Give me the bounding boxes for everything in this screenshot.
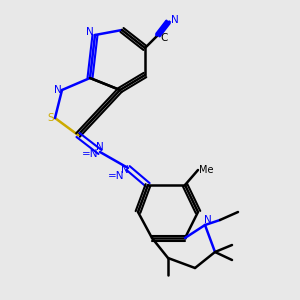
Text: Me: Me [199,165,213,175]
Text: N: N [171,15,179,25]
Text: =N: =N [82,149,98,159]
Text: C: C [160,33,168,43]
Text: N: N [54,85,62,95]
Text: N: N [96,142,104,152]
Text: N: N [121,165,129,175]
Text: N: N [86,27,94,37]
Text: S: S [48,113,54,123]
Text: N: N [204,215,212,225]
Text: =N: =N [108,171,124,181]
